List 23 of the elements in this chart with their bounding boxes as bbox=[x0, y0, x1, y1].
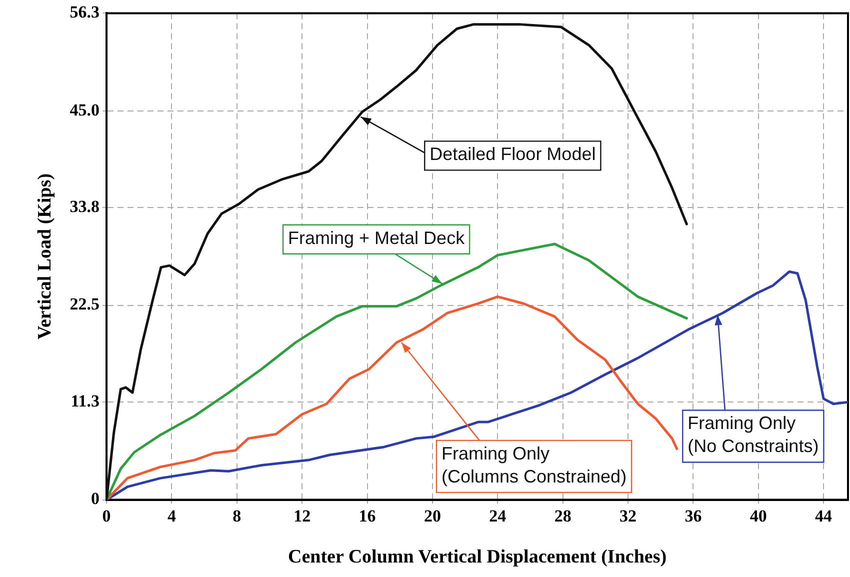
y-axis-title: Vertical Load (Kips) bbox=[34, 173, 56, 340]
y-tick-label: 45.0 bbox=[70, 100, 100, 120]
y-tick-label: 22.5 bbox=[70, 294, 100, 314]
annotation: Framing Only (Columns Constrained) bbox=[441, 443, 627, 486]
x-tick-label: 40 bbox=[750, 506, 767, 526]
y-tick-label: 0 bbox=[91, 489, 100, 508]
x-tick-label: 44 bbox=[815, 506, 833, 526]
x-tick-label: 20 bbox=[424, 506, 441, 526]
x-tick-label: 12 bbox=[294, 506, 311, 526]
x-tick-label: 36 bbox=[684, 506, 702, 526]
x-tick-label: 4 bbox=[167, 506, 176, 526]
x-tick-label: 32 bbox=[620, 506, 637, 526]
annotation: Framing Only (No Constraints) bbox=[688, 413, 819, 456]
x-axis-title: Center Column Vertical Displacement (Inches) bbox=[288, 546, 667, 568]
annotation: Framing + Metal Deck bbox=[288, 228, 466, 248]
x-tick-label: 8 bbox=[232, 506, 242, 526]
x-tick-label: 24 bbox=[489, 506, 507, 526]
y-tick-label: 33.8 bbox=[70, 197, 100, 216]
annotation: Detailed Floor Model bbox=[430, 144, 596, 164]
x-tick-label: 16 bbox=[358, 506, 376, 526]
y-tick-label: 56.3 bbox=[70, 2, 100, 22]
x-tick-label: 28 bbox=[554, 506, 572, 526]
y-tick-label: 11.3 bbox=[70, 392, 100, 411]
